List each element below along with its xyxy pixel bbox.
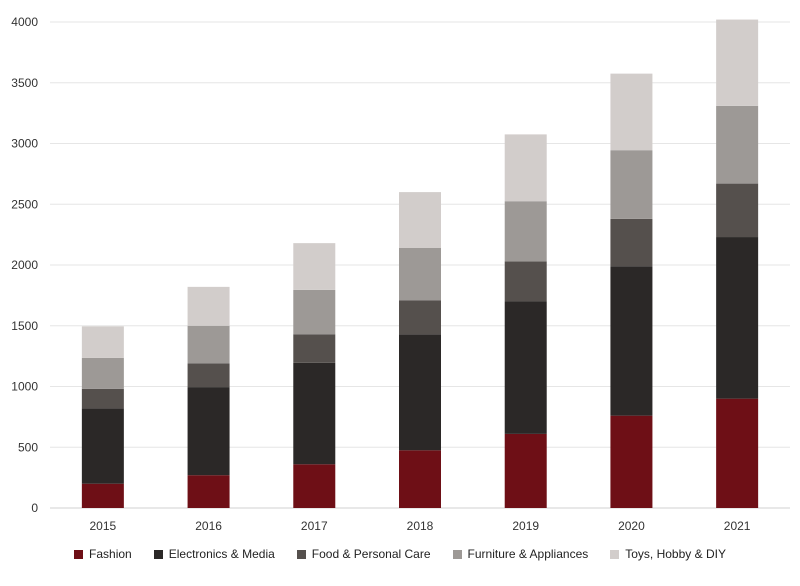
y-tick-label: 3000: [11, 137, 38, 151]
legend-label: Furniture & Appliances: [467, 547, 589, 561]
legend-label: Toys, Hobby & DIY: [625, 547, 726, 561]
bar-segment: [187, 286, 230, 326]
bar-segment: [504, 201, 547, 262]
bar-segment: [504, 134, 547, 202]
y-tick-label: 1000: [11, 380, 38, 394]
bar-segment: [504, 301, 547, 434]
bar-segment: [81, 326, 124, 358]
bar-segment: [504, 433, 547, 508]
legend-swatch: [452, 549, 462, 559]
x-tick-label: 2015: [90, 519, 117, 533]
bar-segment: [399, 192, 441, 248]
y-tick-label: 2000: [11, 258, 38, 272]
x-tick-label: 2020: [618, 519, 645, 533]
legend-item: Electronics & Media: [153, 547, 275, 561]
bar-segment: [187, 475, 230, 508]
legend-swatch: [296, 549, 306, 559]
bar-segment: [716, 237, 759, 399]
bars: [81, 19, 759, 508]
bar-segment: [293, 289, 336, 335]
bar-segment: [399, 334, 441, 451]
legend-item: Food & Personal Care: [296, 547, 431, 561]
bar-segment: [293, 362, 336, 465]
bar-segment: [716, 105, 759, 184]
bar-segment: [81, 408, 124, 484]
bar-segment: [716, 183, 759, 238]
x-tick-label: 2018: [407, 519, 434, 533]
x-tick-label: 2021: [724, 519, 751, 533]
x-tick-label: 2017: [301, 519, 328, 533]
bar-segment: [716, 19, 759, 106]
bar-segment: [399, 247, 441, 301]
bar-segment: [187, 363, 230, 388]
legend-swatch: [610, 549, 620, 559]
bar-segment: [610, 218, 653, 267]
y-tick-label: 0: [31, 501, 38, 515]
y-tick-label: 3500: [11, 76, 38, 90]
y-axis: 0 500 1000 1500 2000 2500 3000 3500 4000: [11, 15, 790, 515]
bar-segment: [293, 243, 336, 290]
legend-item: Furniture & Appliances: [452, 547, 589, 561]
legend-swatch: [74, 549, 84, 559]
y-tick-label: 4000: [11, 15, 38, 29]
bar-segment: [81, 357, 124, 389]
legend-label: Food & Personal Care: [311, 547, 431, 561]
bar-segment: [187, 387, 230, 476]
x-tick-label: 2016: [195, 519, 222, 533]
bar-segment: [610, 266, 653, 416]
bar-segment: [716, 398, 759, 508]
bar-segment: [81, 388, 124, 409]
legend-item: Toys, Hobby & DIY: [610, 547, 726, 561]
legend-label: Electronics & Media: [168, 547, 275, 561]
bar-segment: [187, 325, 230, 364]
bar-segment: [610, 73, 653, 151]
y-tick-label: 2500: [11, 197, 38, 211]
bar-segment: [293, 464, 336, 508]
bar-segment: [293, 334, 336, 363]
bar-segment: [81, 483, 124, 508]
y-tick-label: 1500: [11, 319, 38, 333]
bar-segment: [610, 415, 653, 508]
legend-swatch: [153, 549, 163, 559]
bar-segment: [399, 450, 441, 508]
bar-segment: [399, 300, 441, 335]
bar-segment: [504, 261, 547, 302]
legend: Fashion Electronics & Media Food & Persona…: [0, 547, 800, 561]
bar-segment: [610, 150, 653, 219]
y-tick-label: 500: [18, 440, 38, 454]
x-axis: 2015 2016 2017 2018 2019 2020 2021: [90, 519, 751, 533]
x-tick-label: 2019: [512, 519, 539, 533]
legend-item: Fashion: [74, 547, 132, 561]
legend-label: Fashion: [89, 547, 132, 561]
